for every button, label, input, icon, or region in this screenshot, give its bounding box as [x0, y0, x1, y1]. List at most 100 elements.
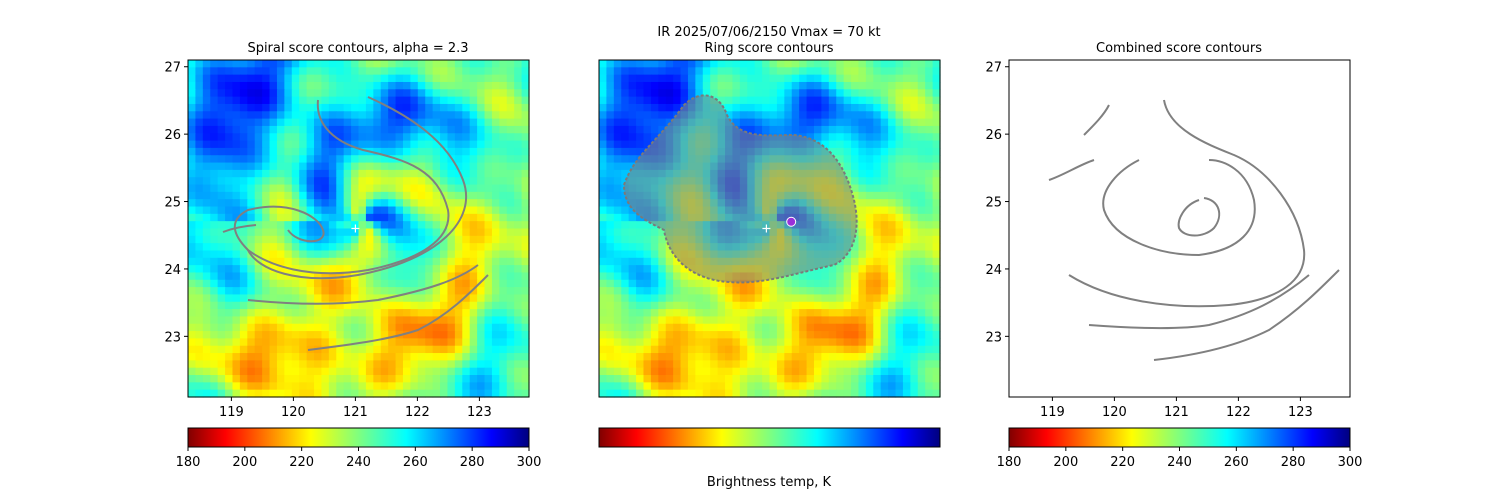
heatmap-cell [747, 382, 756, 391]
heatmap-cell [195, 96, 204, 105]
heatmap-cell [328, 81, 337, 90]
heatmap-cell [613, 235, 622, 244]
heatmap-cell [932, 81, 941, 90]
heatmap-cell [358, 221, 367, 230]
heatmap-cell [888, 118, 897, 127]
heatmap-cell [650, 375, 659, 383]
spiral-contours [222, 96, 489, 351]
heatmap-cell [851, 279, 860, 288]
heatmap-cell [613, 345, 622, 354]
heatmap-cell [836, 323, 845, 332]
heatmap-cell [210, 133, 219, 142]
heatmap-cell [351, 375, 360, 383]
heatmap-cell [628, 96, 637, 105]
heatmap-cell [658, 360, 667, 369]
heatmap-cell [858, 309, 867, 318]
heatmap-cell [932, 279, 941, 288]
heatmap-cell [225, 169, 234, 178]
heatmap-cell [358, 89, 367, 98]
heatmap-cell [813, 67, 822, 76]
heatmap-cell [739, 287, 748, 296]
heatmap-cell [791, 74, 800, 83]
heatmap-cell [506, 221, 515, 230]
heatmap-cell [621, 250, 630, 259]
heatmap-cell [365, 221, 374, 230]
heatmap-cell [710, 323, 719, 332]
heatmap-cell [336, 309, 345, 318]
heatmap-cell [739, 67, 748, 76]
heatmap-cell [269, 140, 278, 149]
heatmap-cell [917, 184, 926, 193]
heatmap-cell [380, 125, 389, 134]
heatmap-cell [210, 60, 219, 68]
heatmap-cell [469, 272, 478, 281]
heatmap-cell [225, 96, 234, 105]
heatmap-cell [388, 367, 397, 376]
heatmap-cell [673, 338, 682, 347]
heatmap-cell [710, 301, 719, 310]
heatmap-cell [613, 199, 622, 208]
heatmap-cell [680, 287, 689, 296]
heatmap-cell [469, 338, 478, 347]
heatmap-cell [425, 389, 434, 398]
heatmap-cell [210, 125, 219, 134]
heatmap-cell [491, 125, 500, 134]
heatmap-cell [202, 272, 211, 281]
heatmap-cell [232, 199, 241, 208]
heatmap-cell [247, 89, 256, 98]
heatmap-cell [402, 345, 411, 354]
heatmap-cell [628, 316, 637, 325]
heatmap-cell [388, 60, 397, 68]
heatmap-cell [410, 103, 419, 112]
heatmap-cell [910, 338, 919, 347]
heatmap-cell [828, 301, 837, 310]
heatmap-cell [873, 221, 882, 230]
heatmap-cell [514, 206, 523, 215]
heatmap-cell [440, 60, 449, 68]
heatmap-cell [491, 199, 500, 208]
heatmap-cell [454, 81, 463, 90]
heatmap-cell [440, 272, 449, 281]
heatmap-cell [284, 206, 293, 215]
heatmap-cell [521, 316, 530, 325]
heatmap-cell [813, 382, 822, 391]
heatmap-cell [276, 360, 285, 369]
heatmap-cell [276, 235, 285, 244]
heatmap-cell [373, 353, 382, 361]
heatmap-cell [321, 191, 330, 200]
heatmap-cell [202, 147, 211, 156]
heatmap-cell [806, 272, 815, 281]
heatmap-cell [673, 60, 682, 68]
heatmap-cell [343, 243, 352, 252]
heatmap-cell [599, 279, 608, 288]
heatmap-cell [791, 118, 800, 127]
heatmap-cell [373, 213, 382, 222]
heatmap-cell [358, 279, 367, 288]
heatmap-cell [254, 147, 263, 156]
heatmap-cell [276, 243, 285, 252]
heatmap-cell [499, 184, 508, 193]
heatmap-cell [506, 279, 515, 288]
heatmap-cell [828, 382, 837, 391]
heatmap-cell [239, 221, 248, 230]
heatmap-cell [462, 81, 471, 90]
heatmap-cell [447, 103, 456, 112]
heatmap-cell [739, 81, 748, 90]
heatmap-cell [477, 60, 486, 68]
heatmap-cell [917, 111, 926, 120]
heatmap-cell [813, 111, 822, 120]
heatmap-cell [621, 331, 630, 339]
heatmap-cell [373, 184, 382, 193]
heatmap-cell [621, 81, 630, 90]
heatmap-cell [888, 287, 897, 296]
heatmap-cell [858, 103, 867, 112]
heatmap-cell [754, 375, 763, 383]
heatmap-cell [806, 125, 815, 134]
heatmap-cell [410, 125, 419, 134]
heatmap-cell [306, 353, 315, 361]
heatmap-cell [806, 331, 815, 339]
heatmap-cell [217, 228, 226, 237]
heatmap-cell [484, 338, 493, 347]
heatmap-cell [314, 257, 323, 266]
heatmap-cell [262, 338, 271, 347]
